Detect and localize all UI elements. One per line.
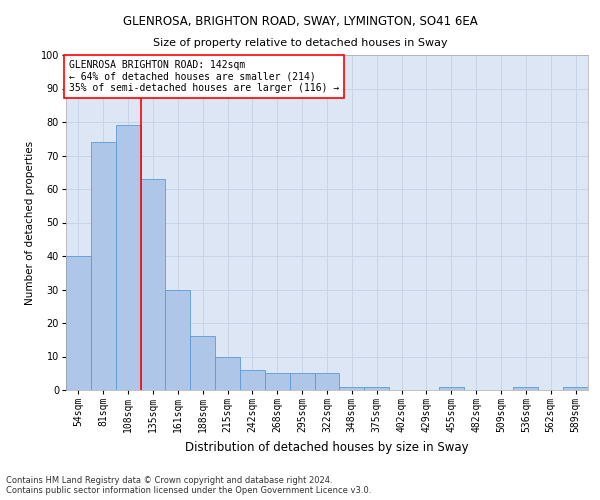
Text: Contains HM Land Registry data © Crown copyright and database right 2024.
Contai: Contains HM Land Registry data © Crown c… — [6, 476, 371, 495]
Bar — [166, 290, 190, 390]
Bar — [265, 373, 290, 390]
Bar — [514, 386, 538, 390]
Bar — [364, 386, 389, 390]
Bar — [563, 386, 588, 390]
Bar — [314, 373, 340, 390]
Text: GLENROSA, BRIGHTON ROAD, SWAY, LYMINGTON, SO41 6EA: GLENROSA, BRIGHTON ROAD, SWAY, LYMINGTON… — [122, 15, 478, 28]
Text: Size of property relative to detached houses in Sway: Size of property relative to detached ho… — [152, 38, 448, 48]
Bar — [91, 142, 116, 390]
Bar — [190, 336, 215, 390]
X-axis label: Distribution of detached houses by size in Sway: Distribution of detached houses by size … — [185, 440, 469, 454]
Bar — [116, 126, 140, 390]
Bar — [439, 386, 464, 390]
Bar — [240, 370, 265, 390]
Bar — [66, 256, 91, 390]
Bar — [290, 373, 314, 390]
Text: GLENROSA BRIGHTON ROAD: 142sqm
← 64% of detached houses are smaller (214)
35% of: GLENROSA BRIGHTON ROAD: 142sqm ← 64% of … — [68, 60, 339, 93]
Bar — [215, 356, 240, 390]
Bar — [340, 386, 364, 390]
Bar — [140, 179, 166, 390]
Y-axis label: Number of detached properties: Number of detached properties — [25, 140, 35, 304]
